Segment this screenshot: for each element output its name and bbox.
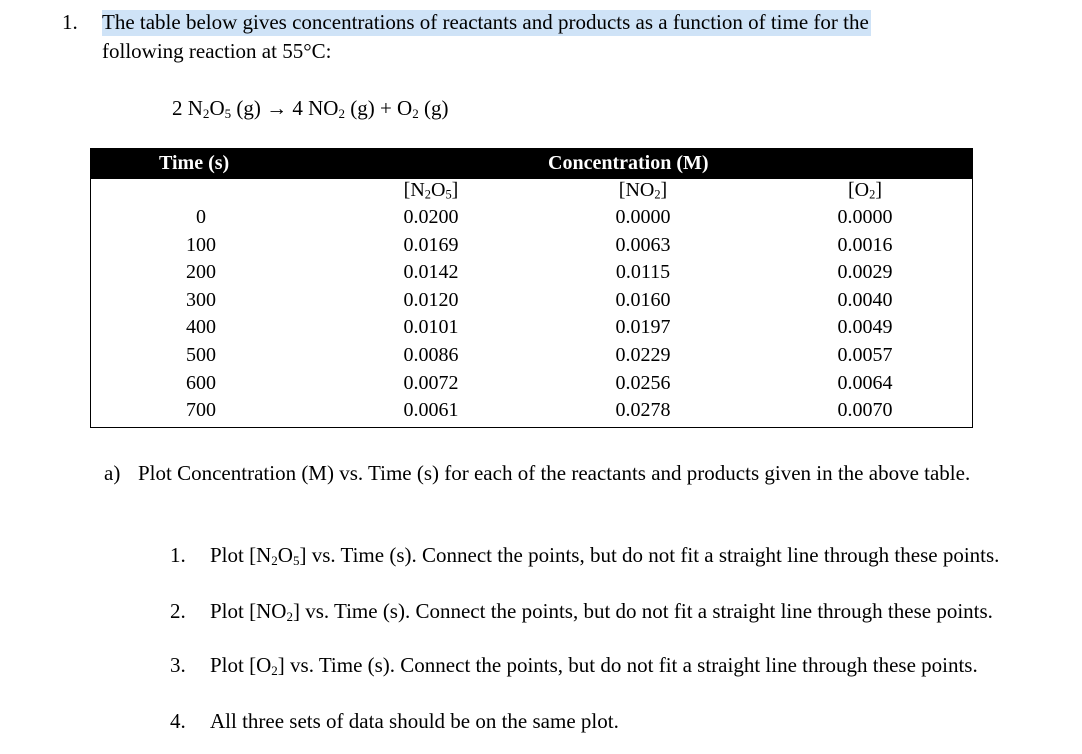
table-cell: 0.0040 [837,288,893,311]
table-cell: 0.0000 [837,206,893,228]
table-cell: 0.0200 [403,206,459,228]
concentration-table: Time (s) Concentration (M) [N2O5] [NO2] … [90,148,973,428]
table-cell: 400 [186,316,216,339]
table-cell: 0.0278 [615,399,671,422]
table-cell: 0.0086 [403,343,459,366]
table-cell: 0.0064 [837,371,893,394]
table-cell: 0.0229 [615,343,671,366]
concentration-header: Concentration (M) [548,152,709,174]
table-cell: 0.0101 [403,316,459,339]
reaction-equation: 2 N2O5 (g) → 4 NO2 (g) + O2 (g) [172,96,449,121]
table-cell: 0.0016 [837,233,893,256]
table-cell: 500 [186,343,216,366]
table-cell: 0.0029 [837,261,893,284]
table-cell: 0.0061 [403,399,459,422]
no2-column: 0.0000 0.0063 0.0115 0.0160 0.0197 0.0229 0.02… [563,204,723,425]
n2o5-column-header: [N2O5] [403,179,459,202]
table-cell: 0.0072 [403,371,459,394]
n2o5-column: 0.0200 0.0169 0.0142 0.0120 0.0101 0.0086 0.00… [351,204,511,425]
table-cell: 0.0115 [615,261,671,284]
table-cell: 300 [186,288,216,311]
table-cell: 0.0000 [615,206,671,228]
part-a-label: a) [104,461,121,485]
table-cell: 600 [186,371,216,394]
selected-text-highlight[interactable]: The table below gives concentrations of … [102,10,871,36]
question-number: 1. [62,10,78,34]
table-cell: 0.0169 [403,233,459,256]
table-cell: 700 [186,399,216,422]
part-a-text: Plot Concentration (M) vs. Time (s) for … [138,461,971,485]
table-cell: 0.0057 [837,343,893,366]
table-cell: 0.0256 [615,371,671,394]
table-cell: 0.0120 [403,288,459,311]
no2-column-header: [NO2] [618,179,668,202]
o2-column: 0.0000 0.0016 0.0029 0.0040 0.0049 0.0057 0.00… [785,204,945,425]
table-cell: 0.0063 [615,233,671,256]
table-cell: 0.0197 [615,316,671,339]
table-cell: 100 [186,233,216,256]
time-column: 0 100 200 300 400 500 600 700 [121,204,281,425]
o2-column-header: [O2] [848,179,882,202]
table-cell: 0 [196,206,206,228]
time-header: Time (s) [159,152,230,174]
table-cell: 0.0160 [615,288,671,311]
table-cell: 0.0049 [837,316,893,339]
question-text-line-1[interactable]: The table below gives concentrations of … [102,9,871,36]
table-cell: 0.0142 [403,261,459,284]
table-cell: 200 [186,261,216,284]
table-header-bar: Time (s) Concentration (M) [91,149,972,179]
table-cell: 0.0070 [837,399,893,422]
question-text-line-2: following reaction at 55°C: [102,39,332,63]
